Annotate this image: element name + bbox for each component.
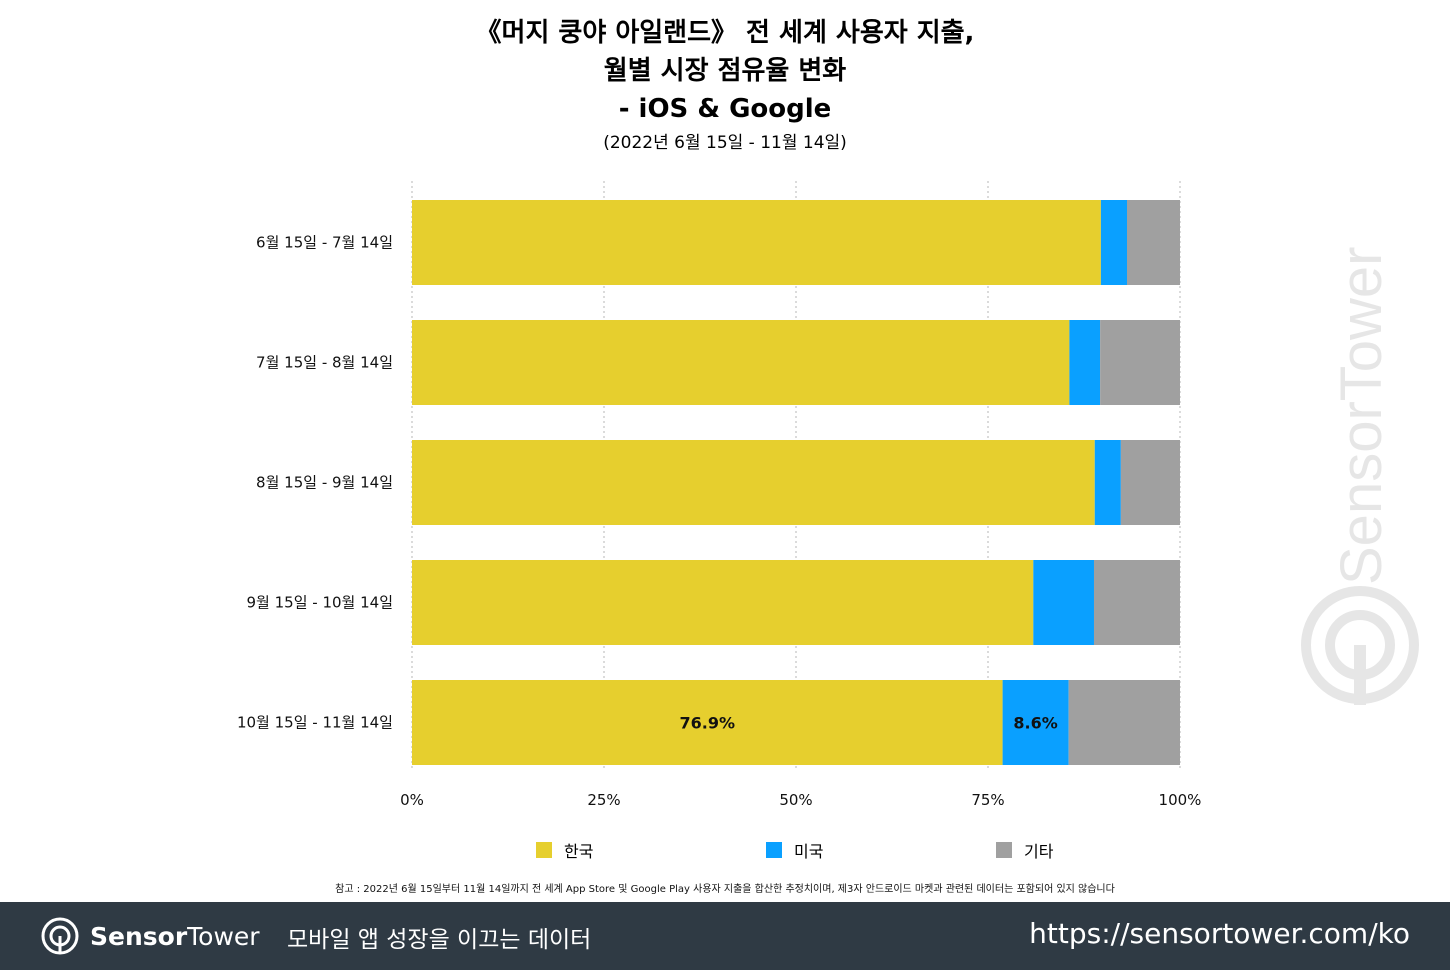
data-label-1: 8.6% <box>1013 714 1057 733</box>
sensortower-watermark: SensorTower <box>1301 247 1419 705</box>
sensortower-logo-icon <box>41 917 79 955</box>
bar-3-series-0 <box>412 560 1034 645</box>
legend-swatch-other <box>996 842 1012 858</box>
footer-url-link[interactable]: https://sensortower.com/ko <box>1029 917 1410 950</box>
title-line-2: 월별 시장 점유율 변화 <box>603 56 847 86</box>
chart-subtitle: (2022년 6월 15일 - 11월 14일) <box>603 133 847 153</box>
chart-titles: 《머지 쿵야 아일랜드》 전 세계 사용자 지출, 월별 시장 점유율 변화 -… <box>0 14 1450 156</box>
watermark-text: SensorTower <box>1329 247 1394 585</box>
footer-tagline: 모바일 앱 성장을 이끄는 데이터 <box>287 927 592 953</box>
legend: 한국 미국 기타 <box>0 838 1450 862</box>
bar-4-series-0 <box>412 680 1003 765</box>
category-label-1: 7월 15일 - 8월 14일 <box>256 354 393 372</box>
bar-2-series-0 <box>412 440 1095 525</box>
bar-4-series-2 <box>1068 680 1180 765</box>
brand-name-sensor: Sensor <box>90 921 188 951</box>
footnote: 참고 : 2022년 6월 15일부터 11월 14일까지 전 세계 App S… <box>335 884 1115 895</box>
footer-bar: SensorTower 모바일 앱 성장을 이끄는 데이터 https://se… <box>0 902 1450 970</box>
stacked-bar-chart: 0% 25% 50% 75% 100% 6월 15일 - 7월 14일 7월 15일 - 8… <box>237 181 1202 809</box>
bar-1-series-2 <box>1100 320 1180 405</box>
bar-2-series-2 <box>1120 440 1180 525</box>
title-line-3: - iOS & Google <box>618 94 832 124</box>
bar-2-series-1 <box>1094 440 1121 525</box>
legend-item-usa: 미국 <box>766 838 823 862</box>
bar-3-series-1 <box>1033 560 1094 645</box>
brand-name: SensorTower <box>90 922 260 951</box>
legend-label-other: 기타 <box>1024 842 1054 861</box>
legend-item-other: 기타 <box>996 838 1053 862</box>
brand-name-tower: Tower <box>187 921 260 951</box>
title-line-1: 《머지 쿵야 아일랜드》 전 세계 사용자 지출, <box>475 18 975 48</box>
category-label-0: 6월 15일 - 7월 14일 <box>256 234 393 252</box>
data-label-0: 76.9% <box>680 714 736 733</box>
x-tick-label-100: 100% <box>1159 791 1202 809</box>
bar-0-series-1 <box>1100 200 1128 285</box>
bar-1-series-1 <box>1069 320 1101 405</box>
legend-swatch-korea <box>536 842 552 858</box>
x-tick-label-50: 50% <box>779 791 812 809</box>
watermark-logo-icon <box>1301 586 1419 705</box>
bar-1-series-0 <box>412 320 1070 405</box>
legend-label-korea: 한국 <box>564 842 594 861</box>
legend-swatch-usa <box>766 842 782 858</box>
x-tick-label-0: 0% <box>400 791 424 809</box>
bar-3-series-2 <box>1093 560 1180 645</box>
bar-0-series-0 <box>412 200 1101 285</box>
legend-label-usa: 미국 <box>794 842 824 861</box>
category-label-2: 8월 15일 - 9월 14일 <box>256 474 393 492</box>
brand-logo[interactable]: SensorTower <box>40 916 260 956</box>
legend-item-korea: 한국 <box>536 838 593 862</box>
category-label-4: 10월 15일 - 11월 14일 <box>237 714 393 732</box>
bar-4-series-1 <box>1002 680 1069 765</box>
category-label-3: 9월 15일 - 10월 14일 <box>247 594 394 612</box>
x-tick-label-25: 25% <box>587 791 620 809</box>
bar-0-series-2 <box>1127 200 1180 285</box>
x-tick-label-75: 75% <box>971 791 1004 809</box>
